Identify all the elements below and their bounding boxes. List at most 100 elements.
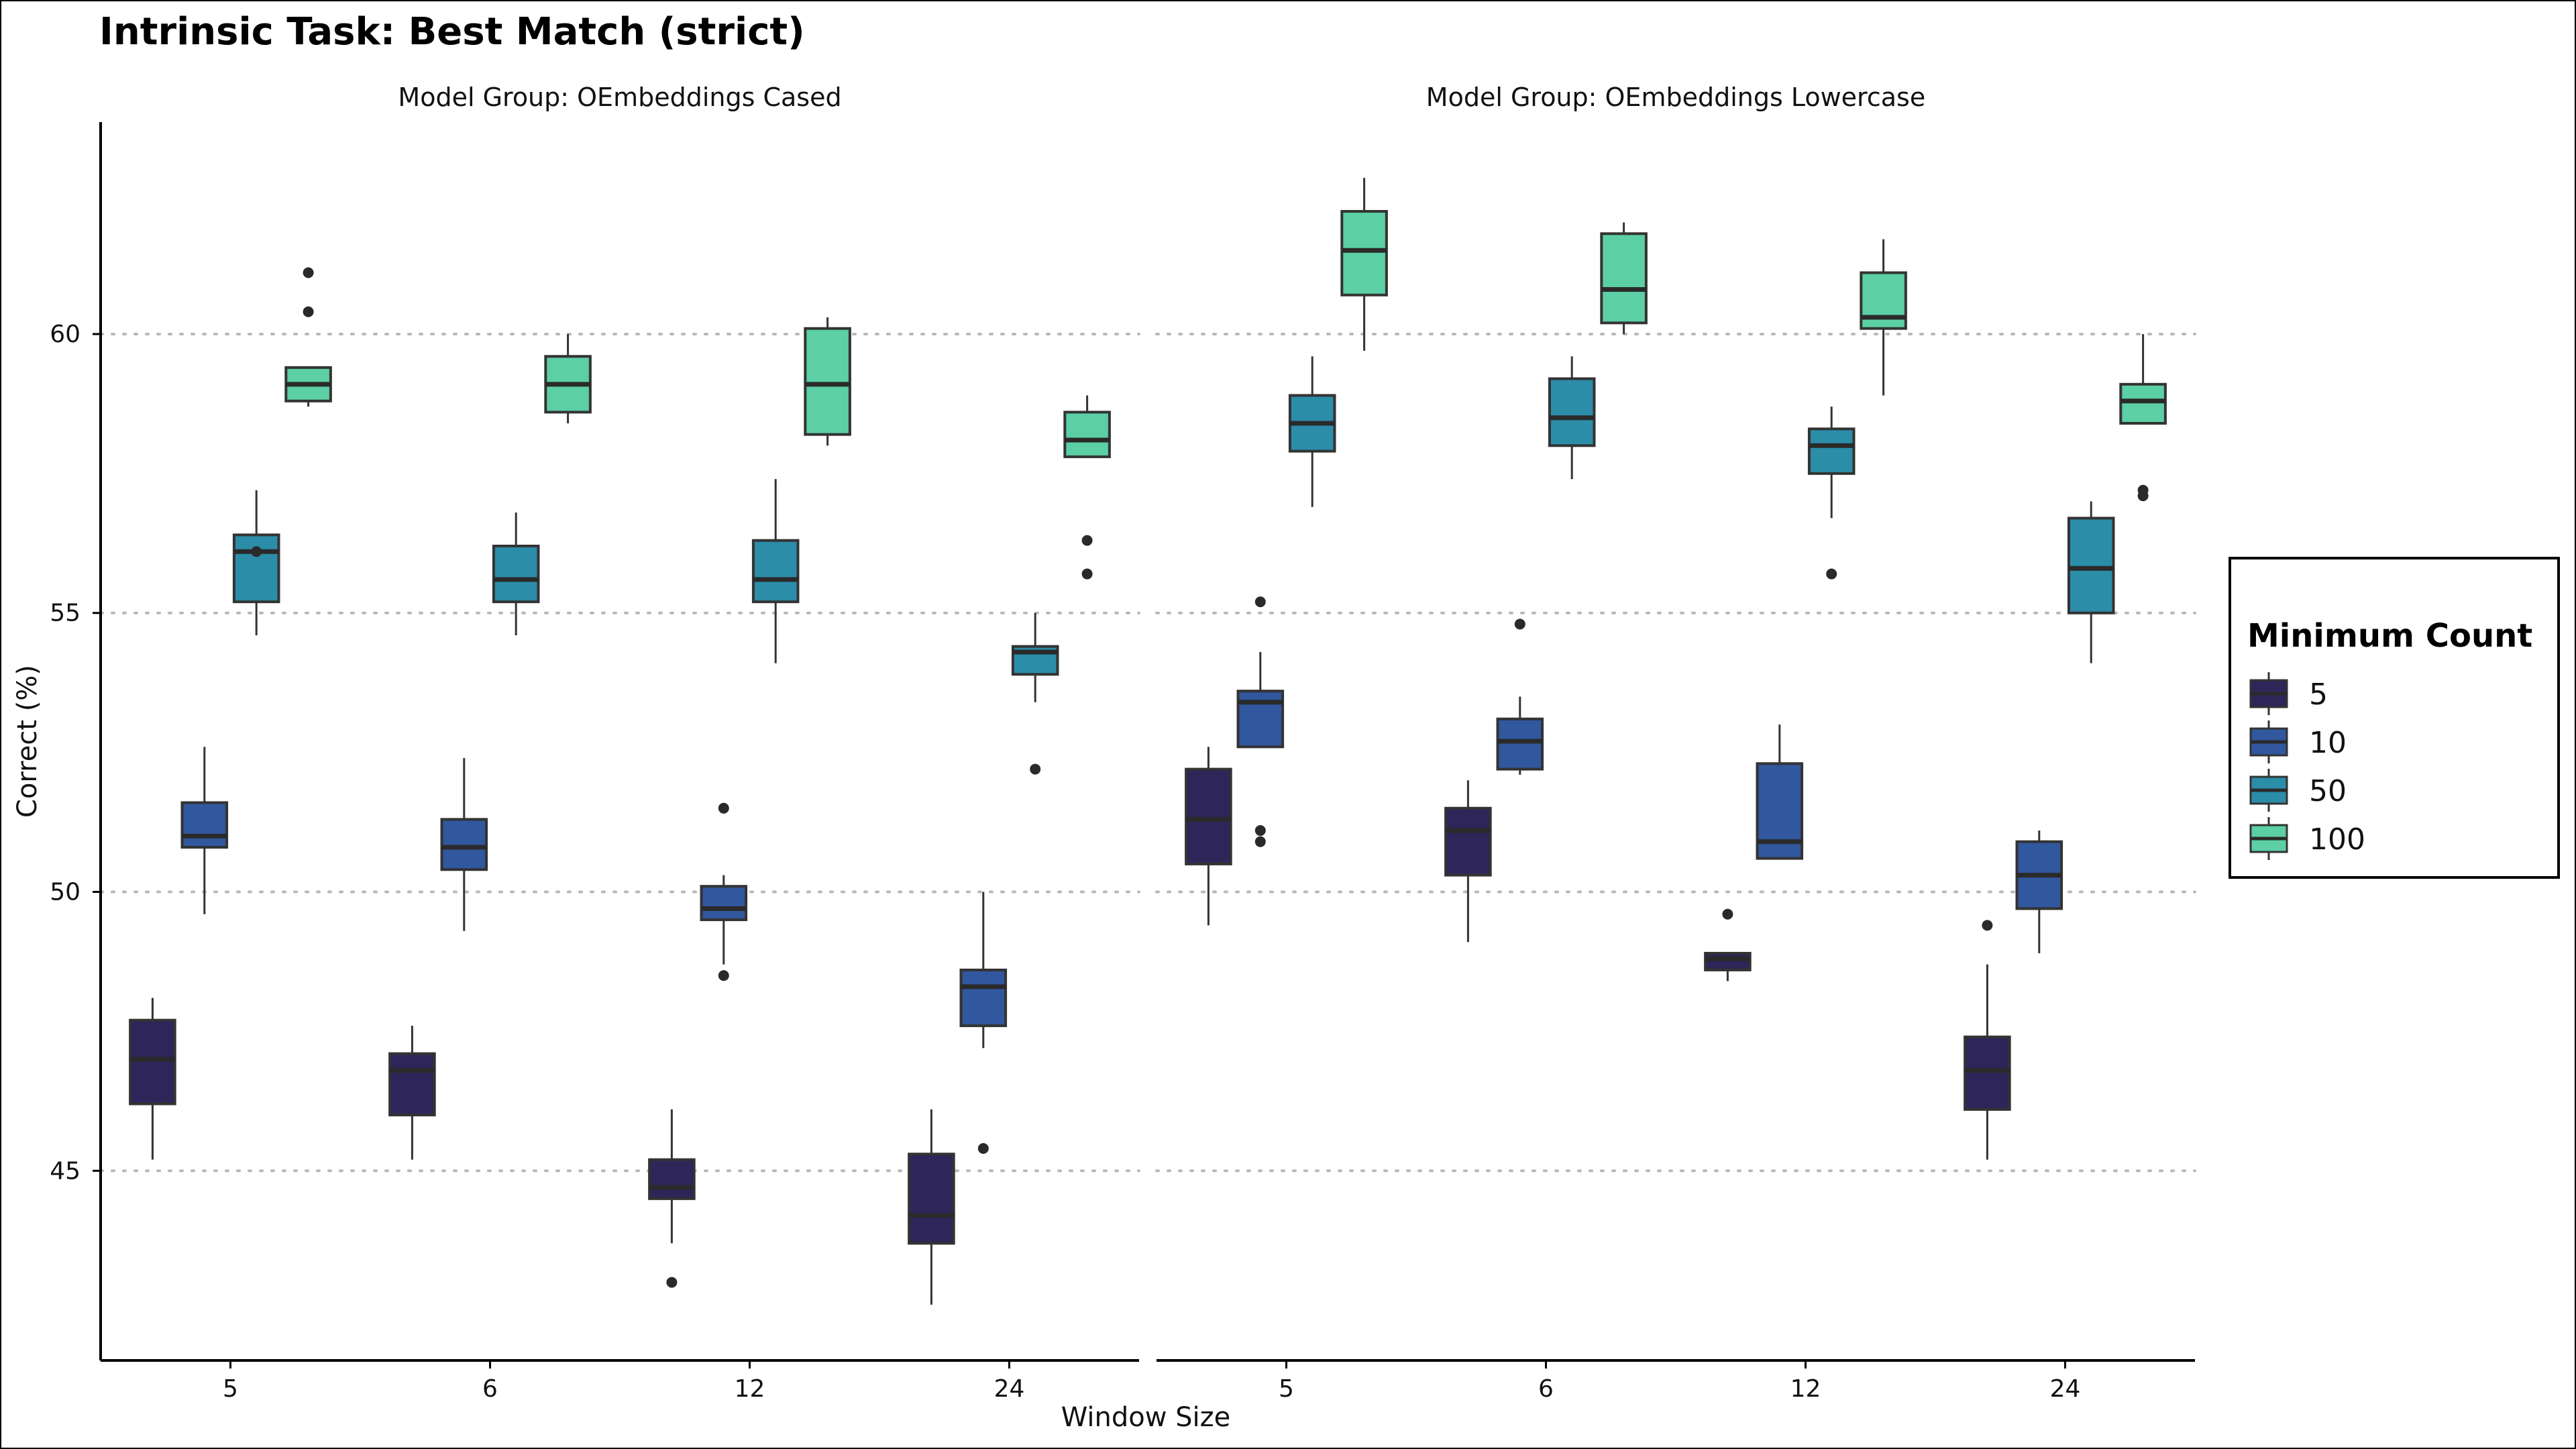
legend: Minimum Count 5 10 50 100	[2229, 557, 2560, 879]
legend-label: 50	[2309, 774, 2347, 808]
box-iqr	[804, 327, 851, 436]
box-iqr	[2067, 517, 2115, 614]
box-window-5-mincount-50	[1288, 356, 1336, 507]
box-window-6-mincount-50	[492, 513, 540, 636]
outlier-point	[251, 546, 262, 557]
box-window-24-mincount-100	[1063, 395, 1111, 580]
box-window-6-mincount-5	[1444, 780, 1492, 943]
outlier-point	[666, 1277, 678, 1288]
legend-item-10: 10	[2249, 720, 2347, 763]
outlier-point	[718, 802, 729, 814]
y-tick-label: 60	[50, 321, 80, 348]
box-window-24-mincount-5	[1964, 920, 2011, 1160]
box-window-24-mincount-100	[2119, 333, 2167, 502]
box-iqr	[2119, 382, 2167, 425]
legend-label: 5	[2309, 678, 2328, 712]
outlier-point	[1826, 568, 1837, 580]
box-window-6-mincount-100	[1600, 222, 1648, 334]
outlier-point	[1722, 908, 1733, 920]
facet-panels: Model Group: OEmbeddings Cased 5 6 12 24 45 50…	[50, 83, 2196, 1403]
box-window-24-mincount-10	[959, 892, 1008, 1155]
outlier-point	[1514, 619, 1525, 630]
x-tick-label: 5	[223, 1375, 238, 1403]
y-tick-label: 55	[50, 600, 80, 627]
outlier-point	[2137, 490, 2149, 502]
box-window-6-mincount-5	[388, 1026, 436, 1160]
box-window-12-mincount-5	[648, 1109, 696, 1288]
box-window-12-mincount-100	[804, 317, 851, 446]
x-axis-title: Window Size	[1061, 1402, 1231, 1433]
box-iqr	[908, 1152, 955, 1245]
legend-item-5: 5	[2249, 672, 2328, 715]
x-tick-label: 24	[994, 1375, 1025, 1403]
x-tick-label: 12	[1790, 1375, 1821, 1403]
box-window-5-mincount-10	[1236, 596, 1285, 847]
box-window-5-mincount-5	[129, 998, 176, 1160]
outlier-point	[1982, 920, 1993, 931]
legend-label: 10	[2309, 726, 2347, 760]
box-iqr	[232, 533, 280, 604]
box-iqr	[1860, 271, 1907, 330]
box-iqr	[959, 968, 1008, 1028]
box-iqr	[1964, 1035, 2011, 1111]
box-window-5-mincount-50	[232, 490, 280, 636]
box-iqr	[492, 544, 540, 604]
outlier-point	[1030, 763, 1041, 775]
y-axis-title: Correct (%)	[12, 665, 43, 818]
outlier-point	[1254, 825, 1266, 837]
legend-item-100: 100	[2249, 817, 2365, 860]
box-window-12-mincount-50	[1807, 407, 1856, 580]
box-window-12-mincount-10	[1756, 724, 1804, 860]
box-iqr	[1600, 232, 1648, 325]
box-iqr	[1063, 411, 1111, 458]
box-window-6-mincount-50	[1548, 356, 1596, 480]
box-window-6-mincount-10	[440, 757, 488, 931]
y-tick-label: 45	[50, 1157, 80, 1185]
outlier-point	[1081, 535, 1093, 546]
facet-panel-1: Model Group: OEmbeddings Cased 5 6 12 24 45 50…	[50, 83, 1140, 1403]
box-iqr	[1444, 806, 1492, 877]
box-iqr	[388, 1052, 436, 1117]
x-tick-label: 6	[1538, 1375, 1554, 1403]
box-iqr	[1496, 717, 1544, 771]
outlier-point	[1081, 568, 1093, 580]
x-tick-label: 12	[735, 1375, 765, 1403]
outlier-point	[1254, 596, 1266, 608]
x-tick-label: 6	[482, 1375, 498, 1403]
box-iqr	[1704, 951, 1752, 971]
facet-panel-2: Model Group: OEmbeddings Lowercase 5 6 12 24	[1155, 83, 2196, 1403]
x-tick-label: 24	[2050, 1375, 2081, 1403]
chart-title: Intrinsic Task: Best Match (strict)	[99, 10, 805, 54]
box-window-24-mincount-50	[1011, 612, 1059, 775]
box-window-5-mincount-10	[180, 747, 229, 914]
box-window-5-mincount-100	[284, 267, 332, 407]
box-window-12-mincount-100	[1860, 239, 1907, 396]
box-window-24-mincount-5	[908, 1109, 955, 1305]
box-window-12-mincount-10	[700, 802, 748, 981]
box-iqr	[129, 1018, 176, 1106]
box-iqr	[1807, 427, 1856, 475]
box-iqr	[700, 885, 748, 922]
box-window-5-mincount-5	[1185, 747, 1232, 926]
box-iqr	[440, 818, 488, 871]
box-iqr	[1236, 690, 1285, 749]
legend-title: Minimum Count	[2247, 617, 2532, 655]
box-iqr	[1185, 767, 1232, 865]
x-tick-label: 5	[1279, 1375, 1294, 1403]
box-iqr	[1756, 762, 1804, 860]
outlier-point	[718, 970, 729, 981]
box-iqr	[751, 539, 800, 604]
y-tick-label: 50	[50, 879, 80, 906]
box-window-12-mincount-5	[1704, 908, 1752, 981]
facet-label: Model Group: OEmbeddings Lowercase	[1426, 83, 1925, 112]
box-window-5-mincount-100	[1340, 178, 1388, 351]
outlier-point	[303, 267, 314, 278]
box-iqr	[1548, 377, 1596, 447]
facet-label: Model Group: OEmbeddings Cased	[398, 83, 841, 112]
box-window-24-mincount-10	[2015, 830, 2063, 953]
box-window-6-mincount-100	[544, 333, 592, 424]
legend-item-50: 50	[2249, 769, 2347, 812]
box-iqr	[648, 1158, 696, 1200]
